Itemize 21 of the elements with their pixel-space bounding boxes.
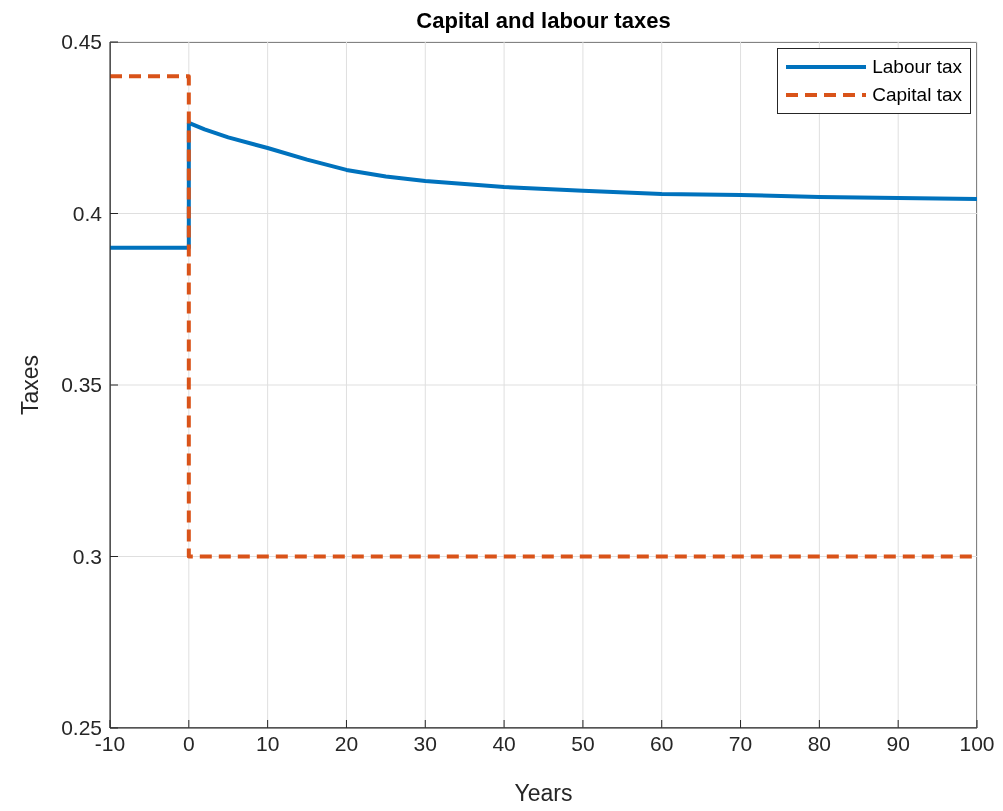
legend-label: Labour tax	[872, 55, 962, 79]
x-tick-label: 80	[807, 731, 832, 755]
x-tick-label: 50	[571, 731, 595, 755]
y-tick-label: 0.3	[72, 544, 102, 568]
line-series	[110, 120, 977, 250]
x-axis-title: Years	[514, 780, 573, 806]
y-tick-label: 0.45	[61, 30, 102, 54]
x-tick-label: 20	[334, 731, 359, 755]
x-tick-label: 10	[255, 731, 280, 755]
y-tick-label: 0.4	[72, 201, 103, 225]
y-axis-title: Taxes	[17, 354, 44, 416]
x-tick-label: 100	[959, 731, 995, 755]
x-tick-label: 70	[728, 731, 753, 755]
x-tick-label: 90	[886, 731, 910, 755]
x-tick-label: 60	[650, 731, 674, 755]
y-tick-label: 0.35	[61, 373, 102, 397]
chart-title: Capital and labour taxes	[415, 8, 672, 34]
x-tick-label: 30	[413, 731, 437, 755]
x-tick-label: 40	[492, 731, 516, 755]
legend-label: Capital tax	[872, 83, 962, 107]
x-tick-label: 0	[182, 731, 195, 755]
